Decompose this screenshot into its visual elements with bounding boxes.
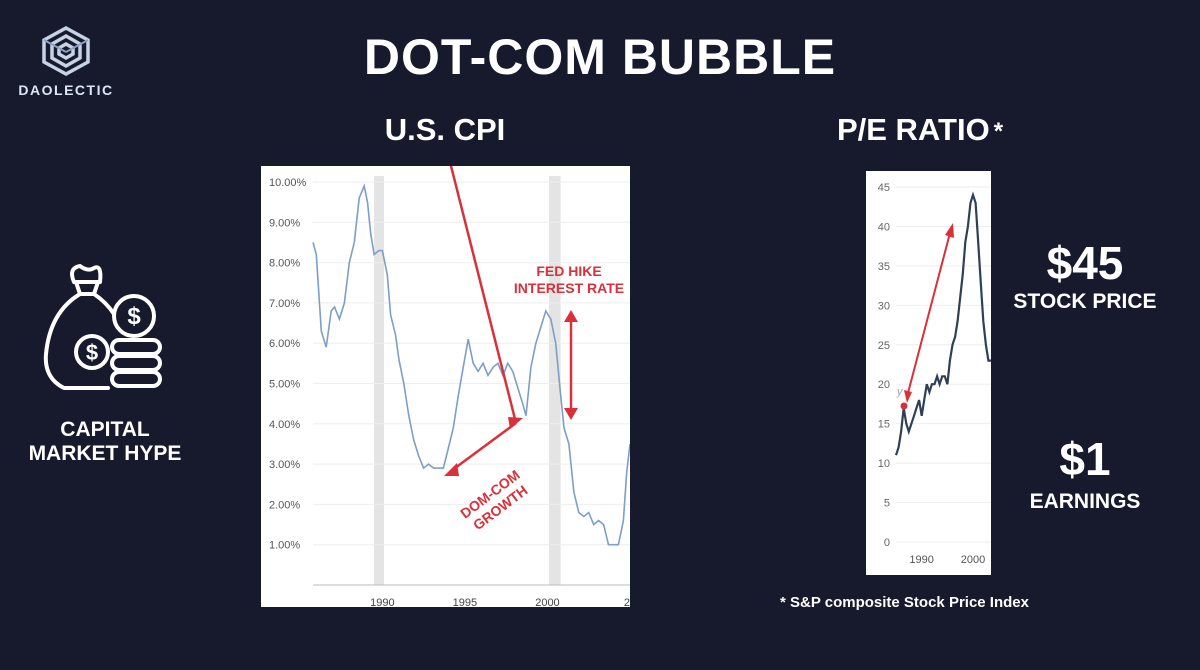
earnings-label: EARNINGS	[1029, 490, 1141, 513]
cpi-y-tick-label: 8.00%	[269, 258, 300, 270]
pe-y-tick-label: 40	[878, 221, 890, 233]
money-bag-coins-icon: $ $	[40, 262, 170, 402]
pe-y-tick-label: 25	[878, 340, 890, 352]
recession-band-0	[374, 176, 384, 585]
pe-ratio-chart: 45 40 35 30 25 20 15 10 5 0 1990 2000 y	[866, 171, 991, 575]
pe-y-tick-label: 5	[884, 498, 890, 510]
svg-text:$: $	[86, 340, 98, 365]
capital-market-hype-label: CAPITAL MARKET HYPE	[28, 418, 182, 465]
dot-com-growth-arrow	[444, 165, 523, 476]
pe-series-line	[894, 191, 991, 456]
pe-chart-svg: 45 40 35 30 25 20 15 10 5 0 1990 2000 y	[878, 182, 991, 566]
cpi-chart-svg: 10.00% 9.00% 8.00% 7.00% 6.00% 5.00% 4.00% 3.00…	[269, 165, 631, 609]
cpi-y-tick-label: 4.00%	[269, 419, 300, 431]
pe-y-tick-label: 30	[878, 300, 890, 312]
pe-x-tick-label: 2000	[961, 554, 985, 566]
cpi-y-tick-label: 9.00%	[269, 217, 300, 229]
cpi-y-tick-label: 6.00%	[269, 338, 300, 350]
svg-text:$: $	[127, 303, 141, 330]
recession-band-1	[549, 176, 561, 585]
cpi-x-tick-label: 1995	[453, 597, 477, 607]
pe-y-tick-label: 0	[884, 537, 890, 549]
cpi-y-tick-label: 2.00%	[269, 499, 300, 511]
cpi-x-tick-label: 2	[624, 597, 630, 607]
cpi-y-tick-label: 10.00%	[269, 177, 307, 189]
cpi-chart-title: U.S. CPI	[384, 112, 506, 147]
pe-y-tick-label: 45	[878, 182, 890, 194]
fed-hike-annotation-line1: FED HIKE	[536, 263, 601, 279]
stock-price-value: $45	[1046, 237, 1124, 289]
pe-x-tick-label: 1990	[909, 554, 933, 566]
fed-hike-annotation-line2: INTEREST RATE	[514, 280, 624, 296]
pe-chart-title-block: P/E RATIO *	[820, 112, 1020, 148]
brand-name: DAOLECTIC	[18, 82, 114, 98]
page-title: DOT-COM BUBBLE	[363, 29, 837, 85]
cpi-y-tick-label: 5.00%	[269, 379, 300, 391]
pe-growth-arrow	[904, 223, 954, 403]
pe-y-tick-label: 10	[878, 458, 890, 470]
daolectic-logo-icon	[42, 26, 90, 76]
cpi-series-line	[312, 183, 631, 546]
stock-price-label: STOCK PRICE	[1013, 290, 1157, 313]
footnote: * S&P composite Stock Price Index	[780, 594, 1029, 611]
fed-hike-arrow	[564, 310, 578, 420]
pe-start-marker	[900, 402, 908, 410]
cpi-x-tick-label: 2000	[535, 597, 559, 607]
earnings-value: $1	[1059, 433, 1111, 485]
cpi-x-tick-label: 1990	[370, 597, 394, 607]
pe-title-asterisk: *	[993, 117, 1004, 145]
cpi-y-tick-label: 1.00%	[269, 540, 300, 552]
pe-y-tick-label: 15	[878, 419, 890, 431]
pe-chart-title: P/E RATIO	[836, 112, 990, 147]
pe-y-tick-label: 20	[878, 379, 890, 391]
cpi-chart: 10.00% 9.00% 8.00% 7.00% 6.00% 5.00% 4.00% 3.00…	[261, 165, 631, 609]
cpi-y-tick-label: 7.00%	[269, 298, 300, 310]
cpi-y-tick-label: 3.00%	[269, 459, 300, 471]
brand-logo: DAOLECTIC	[10, 22, 122, 98]
pe-partial-label: y	[896, 386, 904, 398]
pe-y-tick-label: 35	[878, 261, 890, 273]
